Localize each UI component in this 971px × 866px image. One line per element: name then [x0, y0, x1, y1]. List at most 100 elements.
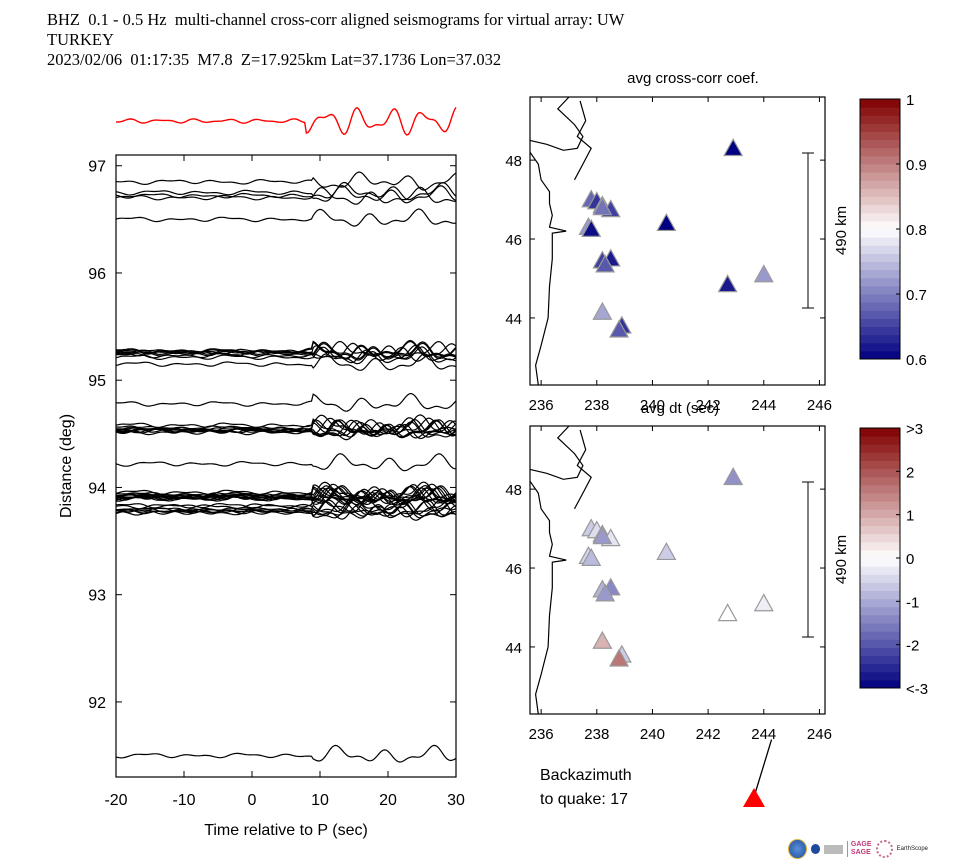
colorbar-segment: [860, 342, 900, 352]
seismogram-trace: [115, 486, 457, 506]
colorbar-segment: [860, 334, 900, 344]
y-tick-label: 92: [88, 695, 106, 712]
colorbar-segment: [860, 107, 900, 116]
y-tick-label: 46: [505, 232, 522, 249]
coastline: [529, 480, 567, 715]
stack-trace: [115, 107, 457, 136]
seismogram-trace: [115, 353, 457, 371]
seismogram-trace: [115, 744, 457, 763]
colorbar-segment: [860, 517, 900, 526]
seismogram-section-plot: -20 -10 0 10 20 30 92 93 94 95 96 97: [88, 107, 465, 809]
seismogram-trace: [115, 495, 457, 515]
colorbar-segment: [860, 655, 900, 665]
colorbar-segment: [860, 285, 900, 295]
map-frame: [529, 425, 826, 715]
x-tick-label: 236: [529, 397, 554, 414]
seismogram-trace: [115, 344, 457, 364]
figure-title: BHZ 0.1 - 0.5 Hz multi-channel cross-cor…: [47, 10, 624, 70]
colorbar-segment: [860, 188, 900, 197]
colorbar-segment: [860, 294, 900, 303]
station-marker: [595, 583, 616, 602]
colorbar-segment: [860, 549, 900, 559]
colorbar-tick-label: 0.9: [906, 157, 927, 174]
coastline: [573, 100, 592, 181]
station-marker: [581, 218, 602, 237]
colorbar-segment: [860, 229, 900, 238]
colorbar-segment: [860, 525, 900, 535]
seismogram-trace: [115, 453, 456, 472]
y-tick-label: 96: [88, 266, 106, 283]
usgs-logo-icon: [824, 844, 843, 854]
colorbar-segment: [860, 582, 900, 591]
seismogram-trace: [115, 487, 457, 506]
seismogram-trace: [115, 501, 457, 519]
colorbar-tick-label: 1: [906, 92, 914, 109]
colorbar-segment: [860, 468, 900, 478]
colorbar-segment: [860, 204, 900, 214]
seismogram-trace: [115, 339, 457, 359]
x-tick-label: 238: [584, 726, 609, 743]
section-y-label: Distance (deg): [58, 414, 75, 518]
scale-bar-label: 490 km: [833, 535, 850, 584]
map1-x-label: avg dt (sec): [641, 400, 719, 417]
colorbar-segment: [860, 99, 900, 108]
colorbar-segment: [860, 237, 900, 246]
colorbar-segment: [860, 679, 900, 689]
colorbar-tick-label: 1: [906, 508, 914, 525]
x-tick-label: 0: [248, 792, 257, 809]
scale-bar-label: 490 km: [833, 206, 850, 255]
colorbar-segment: [860, 115, 900, 124]
x-tick-label: 242: [696, 726, 721, 743]
colorbar-tick-label: <-3: [906, 681, 928, 698]
earthscope-logo-icon: [875, 840, 893, 858]
station-marker: [592, 526, 613, 545]
y-tick-label: 48: [505, 153, 522, 170]
colorbar-tick-label: -1: [906, 594, 919, 611]
station-marker: [595, 254, 616, 273]
colorbar-segment: [860, 598, 900, 608]
y-tick-label: 95: [88, 373, 106, 390]
colorbar-segment: [860, 484, 900, 494]
colorbar-segment: [860, 639, 900, 648]
x-tick-label: 246: [807, 726, 832, 743]
colorbar-segment: [860, 460, 900, 470]
seismogram-trace: [115, 414, 457, 433]
station-marker: [592, 197, 613, 216]
colorbar-segment: [860, 558, 900, 567]
x-tick-label: 20: [379, 792, 397, 809]
colorbar-tick-label: 0: [906, 551, 914, 568]
colorbar-segment: [860, 631, 900, 640]
x-tick-label: 240: [640, 726, 665, 743]
gage-sage-logo: GAGE SAGE: [846, 841, 872, 857]
station-marker: [717, 274, 738, 293]
colorbar-segment: [860, 574, 900, 583]
x-tick-label: -10: [172, 792, 195, 809]
station-marker: [609, 648, 630, 667]
x-tick-label: 236: [529, 726, 554, 743]
colorbar-segment: [860, 671, 900, 681]
seismogram-trace: [115, 181, 457, 201]
y-tick-label: 93: [88, 588, 106, 605]
nsf-logo-icon: [788, 839, 807, 859]
x-tick-label: -20: [104, 792, 127, 809]
colorbar-tick-label: -2: [906, 638, 919, 655]
colorbar-segment: [860, 647, 900, 656]
seismogram-trace: [115, 208, 457, 227]
seismogram-trace: [115, 421, 457, 441]
colorbar-segment: [860, 444, 900, 453]
colorbar-segment: [860, 220, 900, 230]
colorbar-segment: [860, 590, 900, 600]
y-tick-label: 48: [505, 482, 522, 499]
y-tick-label: 46: [505, 561, 522, 578]
section-frame: [115, 154, 457, 778]
colorbar-segment: [860, 436, 900, 445]
colorbar-segment: [860, 212, 900, 222]
backazimuth-indicator: [743, 739, 773, 807]
x-tick-label: 10: [311, 792, 329, 809]
colorbar-segment: [860, 180, 900, 189]
colorbar-segment: [860, 541, 900, 551]
colorbar-segment: [860, 310, 900, 319]
colorbar-segment: [860, 155, 900, 165]
station-marker: [592, 630, 613, 649]
